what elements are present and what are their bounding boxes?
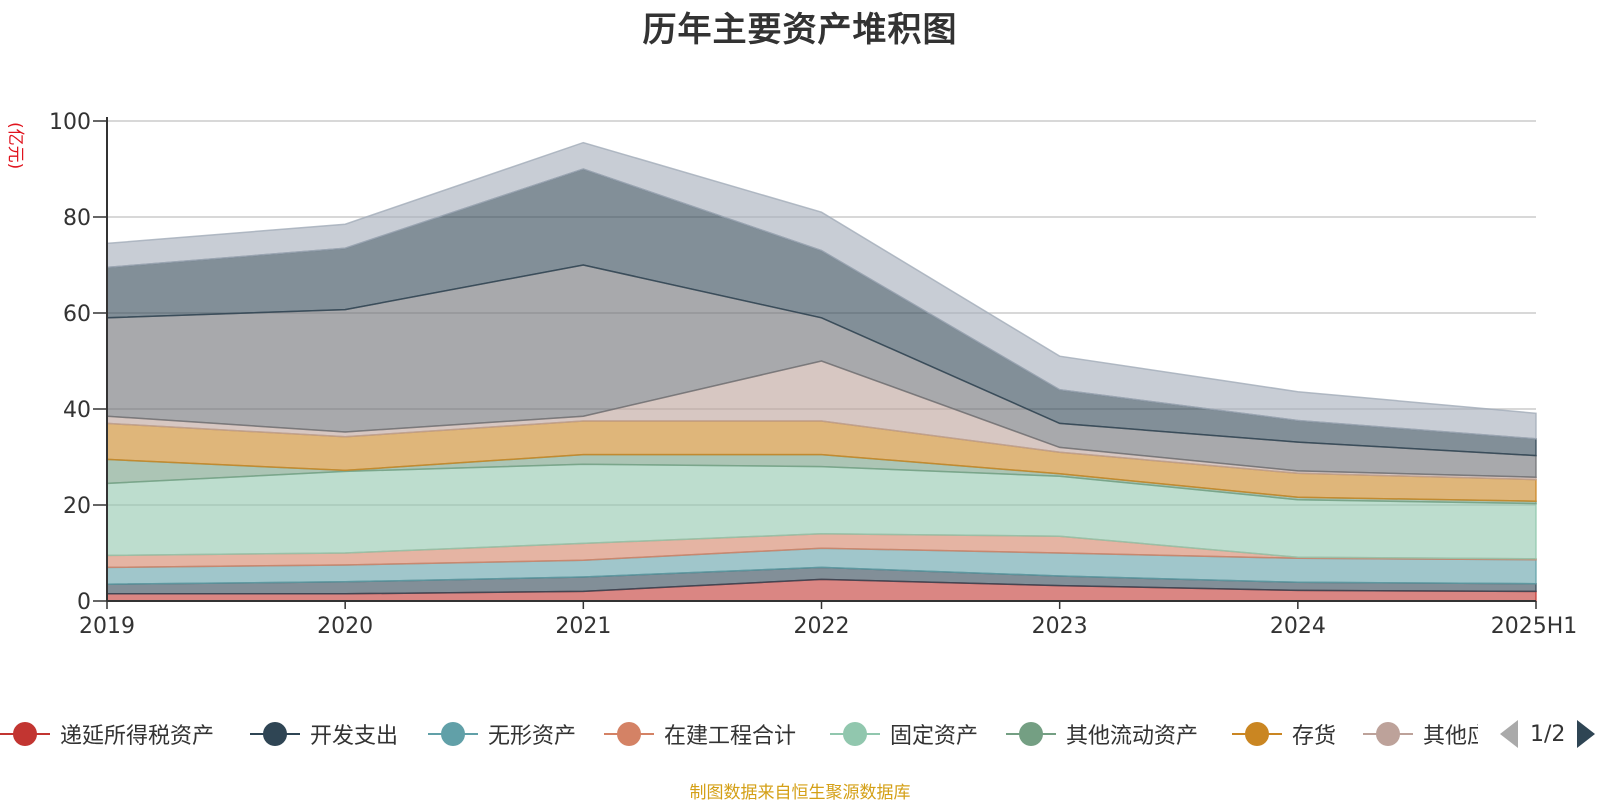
x-tick-label: 2023 (1032, 614, 1088, 639)
legend-next-page-icon[interactable] (1577, 720, 1596, 748)
legend-item[interactable]: 开发支出 (250, 714, 398, 754)
legend-label: 存货 (1292, 724, 1337, 749)
legend-label: 在建工程合计 (664, 724, 797, 749)
legend-swatch-icon (428, 720, 478, 748)
legend-item[interactable]: 其他流动资产 (1006, 714, 1198, 754)
legend-swatch-icon (250, 720, 300, 748)
legend-item[interactable]: 无形资产 (428, 714, 576, 754)
area-series-11 (106, 141, 1537, 440)
x-tick-label: 2021 (555, 614, 611, 639)
area-series (106, 141, 1537, 602)
stacked-area-chart: 0 20 40 60 80 100 2019 2020 2021 2022 2023 2024 2025… (49, 110, 1577, 639)
legend-item[interactable]: 存货 (1232, 714, 1336, 754)
legend-swatch-icon (1232, 720, 1282, 748)
x-tick-label: 2024 (1270, 614, 1326, 639)
legend-item[interactable]: 递延所得税资产 (0, 714, 214, 754)
legend-page-indicator: 1/2 (1530, 721, 1566, 747)
x-tick-label: 2019 (79, 614, 135, 639)
y-tick-label: 100 (49, 110, 91, 135)
y-tick-label: 20 (63, 494, 91, 519)
legend-item[interactable]: 在建工程合计 (604, 714, 796, 754)
x-tick-label: 2020 (317, 614, 373, 639)
legend: 递延所得税资产 开发支出 无形资产 在建工程合计 固定资产 其他流动资产 存货 其他应收款 1… (0, 714, 1600, 754)
y-tick-label: 0 (77, 590, 91, 615)
tick-labels: 0 20 40 60 80 100 2019 2020 2021 2022 2023 2024 2025… (49, 110, 1577, 639)
legend-swatch-icon (1006, 720, 1056, 748)
legend-label: 其他流动资产 (1066, 724, 1199, 749)
legend-items: 递延所得税资产 开发支出 无形资产 在建工程合计 固定资产 其他流动资产 存货 其他应收款 (0, 714, 1478, 754)
legend-label: 无形资产 (488, 724, 577, 749)
legend-label: 其他应收款 (1423, 724, 1478, 749)
legend-swatch-icon (604, 720, 654, 748)
legend-item[interactable]: 其他应收款 (1363, 714, 1478, 754)
legend-label: 递延所得税资产 (60, 724, 215, 749)
legend-label: 开发支出 (310, 724, 399, 749)
axes (93, 117, 1537, 609)
y-tick-label: 60 (63, 302, 91, 327)
y-tick-label: 80 (63, 206, 91, 231)
legend-prev-page-icon[interactable] (1500, 720, 1518, 748)
chart-title: 历年主要资产堆积图 (642, 10, 958, 50)
y-tick-label: 40 (63, 398, 91, 423)
x-tick-label: 2022 (794, 614, 850, 639)
legend-label: 固定资产 (890, 724, 979, 749)
legend-swatch-icon (830, 720, 880, 748)
data-source-note: 制图数据来自恒生聚源数据库 (689, 783, 911, 803)
legend-swatch-icon (1363, 720, 1413, 748)
legend-item[interactable]: 固定资产 (830, 714, 978, 754)
legend-pager: 1/2 (1500, 714, 1596, 754)
x-tick-label: 2025H1 (1491, 614, 1578, 639)
legend-swatch-icon (0, 720, 50, 748)
